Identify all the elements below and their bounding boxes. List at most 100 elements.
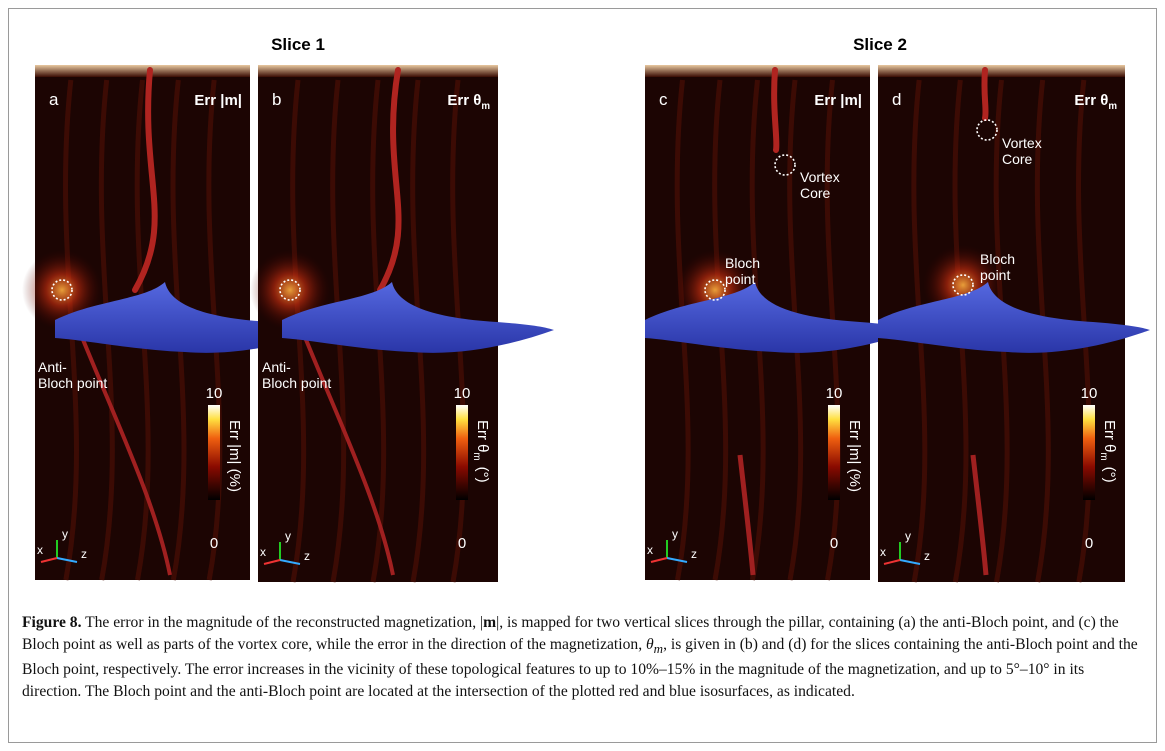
caption-label: Figure 8. [22,614,82,631]
caption-text: θ [646,635,654,653]
panel-corner-label-text: Err |m| [194,92,242,109]
panel-label: a [49,90,59,109]
panel-corner-label: Err θm [1074,92,1117,112]
colorbar-max: 10 [1081,385,1098,402]
panel-corner-label-sub: m [481,101,490,112]
axis-label: z [81,547,87,561]
annotation: point [980,267,1010,283]
colorbar [828,405,840,500]
annotation: Bloch [725,255,760,271]
axis-label: z [304,549,310,563]
slice-title: Slice 1 [271,35,325,54]
axis-label: z [924,549,930,563]
figure: Slice 1 Slice 2 a Err |m|Anti-Bloch point… [22,35,1150,583]
panel-label: d [892,90,901,109]
colorbar-min: 0 [210,535,218,552]
panel-top-noise [878,65,1125,77]
annotation: Bloch [980,251,1015,267]
panel-label: c [659,90,668,109]
panel-top-noise [645,65,870,77]
colorbar-label: Err |m| (%) [226,420,243,492]
axis-arrow [263,559,281,565]
axis-arrow [56,557,78,563]
red-isosurface [970,454,989,576]
colorbar-label-unit: (°) [474,467,491,483]
annotation: Core [800,185,831,201]
red-isosurface [981,67,989,121]
panel-corner-label: Err θm [447,92,490,112]
slice-title: Slice 2 [853,35,907,54]
colorbar-min: 0 [1085,535,1093,552]
caption-text: The error in the magnitude of the recons… [81,614,484,631]
panel-label: b [272,90,281,109]
colorbar-label: Err θm (°) [1098,420,1118,483]
colorbar-max: 10 [206,385,223,402]
colorbar [456,405,468,500]
red-isosurface [771,67,780,153]
axis-label: y [905,529,911,543]
axis-arrow [883,559,901,565]
marker-circle [976,119,998,141]
panel-corner-label-text: Err θ [1074,92,1108,109]
annotation: Vortex [800,169,840,185]
colorbar-max: 10 [454,385,471,402]
annotation: Anti- [38,359,67,375]
panel-corner-label-text: Err |m| [814,92,862,109]
colorbar-label-sub: m [1098,453,1109,461]
colorbar-min: 0 [458,535,466,552]
marker-circle [279,279,301,301]
axis-label: z [691,547,697,561]
panel-top-noise [35,65,250,77]
panel-corner-label-text: Err θ [447,92,481,109]
colorbar-label-text: Err |m| (%) [226,420,243,492]
caption-text: m [653,640,664,656]
marker-circle [704,279,726,301]
marker-circle [774,154,796,176]
axis-label: x [260,545,266,559]
colorbar-label-text: Err θ [474,420,491,453]
annotation: Core [1002,151,1033,167]
panel-top-noise [258,65,498,77]
colorbar-label-sub: m [471,453,482,461]
colorbar-label-text: Err |m| (%) [846,420,863,492]
colorbar [1083,405,1095,500]
colorbar-label: Err θm (°) [471,420,491,483]
annotation: Bloch point [262,375,331,391]
figure-frame [8,8,1157,743]
blue-isosurface [878,282,1150,353]
axis-arrow [899,559,921,565]
caption: Figure 8. The error in the magnitude of … [22,612,1144,702]
axis-label: y [62,527,68,541]
panel-corner-label: Err |m| [814,92,862,109]
caption-text: |, is mapped for two vertical slices thr… [22,614,1119,653]
red-isosurface [737,454,756,576]
axis-label: x [647,543,653,557]
axis-label: y [285,529,291,543]
blue-isosurface [282,282,554,353]
annotation: Anti- [262,359,291,375]
colorbar-min: 0 [830,535,838,552]
red-isosurface [377,67,402,293]
axis-arrow [666,557,688,563]
colorbar-label-text: Err θ [1101,420,1118,453]
axis-label: x [880,545,886,559]
caption-text: , is given in (b) and (d) for the slices… [22,635,1138,700]
axis-arrow [279,559,301,565]
panel-corner-label: Err |m| [194,92,242,109]
annotation: Vortex [1002,135,1042,151]
red-isosurface [132,67,158,293]
axis-arrow [650,557,668,563]
axis-arrow [40,557,58,563]
red-isosurface [296,319,395,576]
marker-circle [51,279,73,301]
colorbar-label-unit: (°) [1101,467,1118,483]
colorbar-max: 10 [826,385,843,402]
panel-corner-label-sub: m [1108,101,1117,112]
colorbar [208,405,220,500]
axis-label: y [672,527,678,541]
